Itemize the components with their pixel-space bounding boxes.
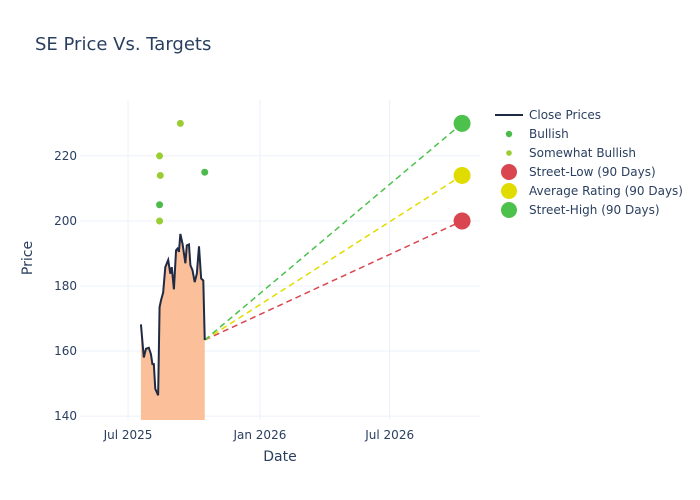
legend: Close Prices Bullish Somewhat Bullish Stree… [495, 108, 683, 218]
legend-label: Street-High (90 Days) [529, 203, 660, 217]
chart-title: SE Price Vs. Targets [35, 34, 211, 55]
legend-label: Street-Low (90 Days) [529, 165, 656, 179]
legend-marker-icon [501, 164, 517, 180]
y-tick-label: 140 [54, 409, 77, 423]
y-axis-label: Price [20, 241, 36, 275]
x-tick-label: Jan 2026 [232, 428, 286, 442]
legend-marker-icon [506, 150, 512, 156]
legend-label: Close Prices [529, 108, 601, 122]
legend-marker-icon [505, 130, 513, 138]
target-point [453, 114, 471, 132]
legend-marker-icon [501, 183, 517, 199]
rating-point [156, 152, 164, 160]
rating-point [156, 201, 164, 209]
x-tick-label: Jul 2025 [103, 428, 153, 442]
target-projection-line [204, 220, 463, 341]
rating-point [156, 171, 164, 179]
y-tick-label: 200 [54, 214, 77, 228]
y-tick-label: 180 [54, 279, 77, 293]
legend-label: Somewhat Bullish [529, 146, 636, 160]
legend-marker-icon [501, 202, 517, 218]
target-projection-line [204, 174, 463, 341]
legend-label: Bullish [529, 127, 569, 141]
rating-point [176, 119, 184, 127]
x-axis-label: Date [263, 449, 296, 465]
y-tick-label: 160 [54, 344, 77, 358]
target-point [453, 212, 471, 230]
rating-point [201, 168, 209, 176]
close-price-line [139, 233, 206, 396]
rating-point [156, 217, 164, 225]
close-price-area [140, 233, 205, 420]
y-tick-label: 220 [54, 149, 77, 163]
target-point [453, 166, 471, 184]
target-projection-line [204, 122, 463, 341]
x-tick-label: Jul 2026 [364, 428, 414, 442]
legend-label: Average Rating (90 Days) [529, 184, 683, 198]
